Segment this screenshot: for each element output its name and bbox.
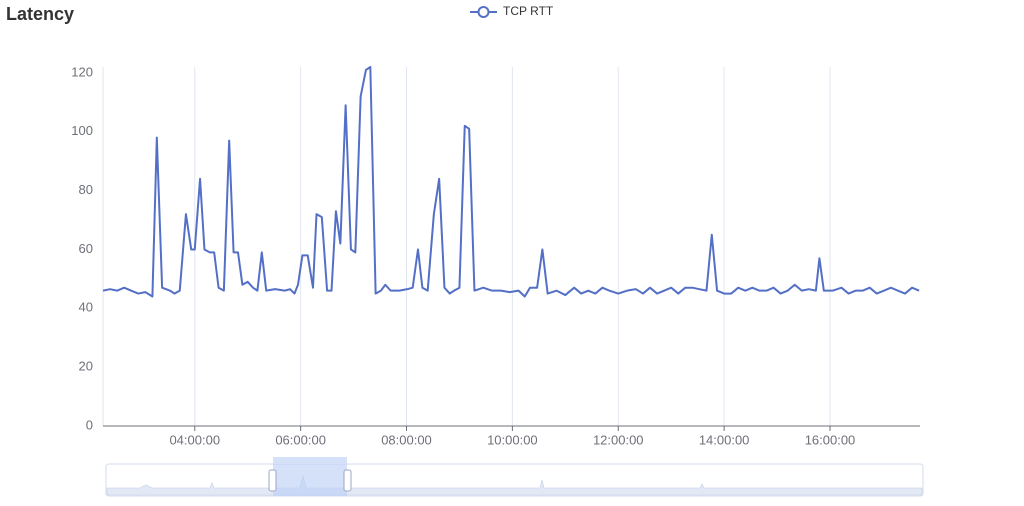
x-tick-label: 10:00:00	[487, 432, 538, 447]
zoom-handle-right[interactable]	[343, 469, 352, 492]
x-tick-label: 14:00:00	[699, 432, 750, 447]
legend-label[interactable]: TCP RTT	[503, 4, 554, 18]
zoom-preview	[106, 475, 923, 496]
series-line	[102, 66, 920, 298]
zoom-move-handle[interactable]	[273, 457, 347, 464]
chart-title: Latency	[6, 4, 74, 24]
y-tick-label: 80	[79, 182, 93, 197]
zoom-handle-left[interactable]	[268, 469, 277, 492]
zoom-window[interactable]	[273, 464, 347, 496]
y-tick-label: 120	[71, 64, 93, 79]
zoom-track	[105, 463, 924, 497]
y-tick-label: 100	[71, 123, 93, 138]
x-tick-label: 04:00:00	[169, 432, 220, 447]
x-tick-label: 06:00:00	[275, 432, 326, 447]
y-tick-label: 0	[86, 417, 93, 432]
y-tick-label: 40	[79, 300, 93, 315]
x-tick-label: 16:00:00	[805, 432, 856, 447]
data-zoom	[105, 457, 924, 497]
y-tick-label: 60	[79, 241, 93, 256]
x-tick-label: 12:00:00	[593, 432, 644, 447]
x-tick-label: 08:00:00	[381, 432, 432, 447]
legend-symbol	[477, 6, 490, 18]
y-tick-label: 20	[79, 359, 93, 374]
